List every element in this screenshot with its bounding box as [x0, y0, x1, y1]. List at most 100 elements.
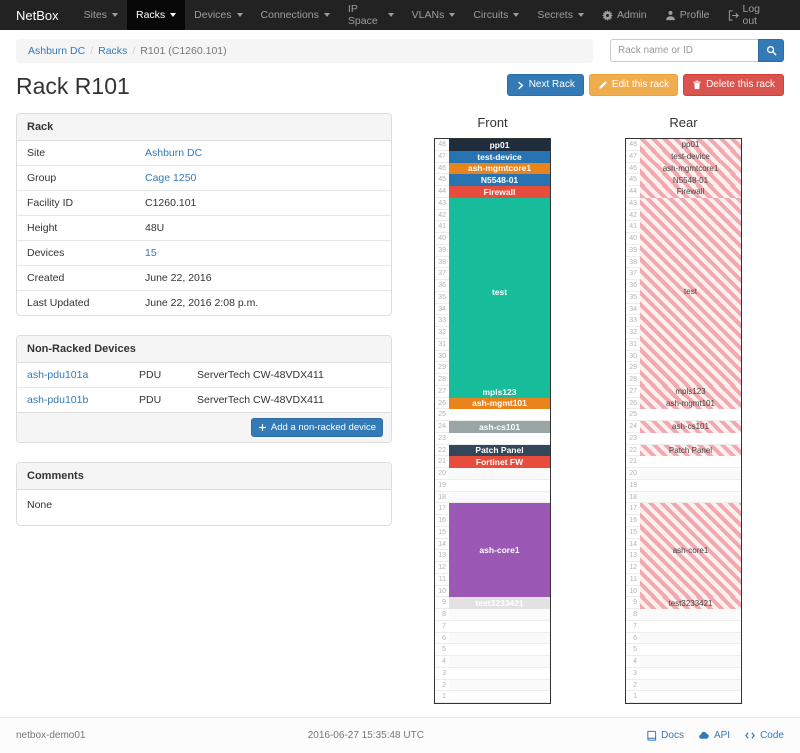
footer-link-docs[interactable]: Docs: [646, 730, 684, 741]
non-racked-row: ash-pdu101a PDU ServerTech CW-48VDX411: [17, 363, 391, 388]
rack-device-ash-mgmt101[interactable]: ash-mgmt101: [449, 397, 550, 410]
rack-device-n5548-01[interactable]: N5548-01: [449, 174, 550, 186]
footer-link-code[interactable]: Code: [744, 730, 784, 741]
unit-number: 4: [442, 658, 446, 665]
rack-unit: 4: [435, 656, 550, 668]
rack-device-test3233421[interactable]: test3233421: [449, 597, 550, 609]
unit-number: 7: [442, 622, 446, 630]
rack-device-ash-cs101[interactable]: ash-cs101: [640, 421, 741, 433]
device-link[interactable]: ash-pdu101a: [27, 369, 89, 381]
breadcrumb-item[interactable]: Racks: [98, 45, 128, 57]
rack-device-test[interactable]: test: [640, 197, 741, 386]
nav-item-connections[interactable]: Connections: [252, 0, 339, 30]
unit-number: 20: [629, 470, 637, 477]
device-link[interactable]: ash-pdu101b: [27, 394, 89, 406]
unit-number: 44: [629, 188, 637, 195]
search-icon: [766, 45, 777, 56]
nav-item-profile[interactable]: Profile: [656, 9, 719, 21]
rack-device-ash-core1[interactable]: ash-core1: [449, 503, 550, 598]
rack-unit: 5: [435, 644, 550, 656]
edit-rack-button[interactable]: Edit this rack: [588, 74, 679, 96]
search-button[interactable]: [758, 39, 784, 62]
next-rack-button[interactable]: Next Rack: [506, 74, 584, 96]
unit-number: 11: [438, 575, 446, 583]
book-icon: [646, 730, 657, 741]
unit-number: 30: [438, 352, 446, 360]
rack-device-firewall[interactable]: Firewall: [640, 186, 741, 198]
unit-number: 16: [438, 517, 446, 524]
rack-device-mpls123[interactable]: mpls123: [640, 385, 741, 398]
add-non-racked-label: Add a non-racked device: [270, 422, 376, 433]
rack-device-ash-mgmt101[interactable]: ash-mgmt101: [640, 397, 741, 410]
rack-device-ash-mgmtcore1[interactable]: ash-mgmtcore1: [640, 162, 741, 175]
nav-item-label: Admin: [616, 9, 647, 21]
nav-item-secrets[interactable]: Secrets: [528, 0, 593, 30]
unit-number: 13: [629, 552, 637, 560]
unit-number: 5: [633, 646, 637, 654]
rack-unit: 23: [626, 433, 741, 445]
attr-value: C1260.101: [135, 190, 391, 216]
rack-device-test-device[interactable]: test-device: [449, 150, 550, 163]
rack-unit: 25: [435, 409, 550, 421]
rack-device-test[interactable]: test: [449, 197, 550, 386]
attr-label: Devices: [17, 240, 135, 266]
nav-item-label: VLANs: [411, 9, 445, 21]
nav-item-sites[interactable]: Sites: [75, 0, 127, 30]
rack-device-pp01[interactable]: pp01: [640, 139, 741, 151]
add-non-racked-button[interactable]: Add a non-racked device: [250, 418, 383, 438]
rack-device-pp01[interactable]: pp01: [449, 139, 550, 151]
nav-item-log-out[interactable]: Log out: [719, 3, 785, 27]
attr-value-link[interactable]: Ashburn DC: [145, 147, 203, 159]
rack-device-ash-core1[interactable]: ash-core1: [640, 503, 741, 598]
unit-number: 21: [629, 458, 637, 466]
unit-number: 27: [629, 387, 637, 395]
rack-device-ash-cs101[interactable]: ash-cs101: [449, 421, 550, 433]
rack-unit: 6: [626, 632, 741, 645]
footer-link-label: Docs: [661, 730, 684, 741]
rack-actions: Next Rack Edit this rack Delete this rac…: [506, 74, 784, 96]
unit-number: 20: [438, 470, 446, 477]
rack-device-test3233421[interactable]: test3233421: [640, 597, 741, 609]
footer-link-api[interactable]: API: [698, 730, 730, 741]
rack-device-n5548-01[interactable]: N5548-01: [640, 174, 741, 186]
unit-number: 2: [442, 681, 446, 689]
attr-value-link[interactable]: 15: [145, 247, 157, 259]
nav-item-racks[interactable]: Racks: [126, 0, 186, 30]
unit-number: 42: [438, 211, 446, 219]
non-racked-panel: Non-Racked Devices ash-pdu101a PDU ServerT…: [16, 335, 392, 444]
rack-device-patch-panel[interactable]: Patch Panel: [640, 444, 741, 457]
rack-device-patch-panel[interactable]: Patch Panel: [449, 444, 550, 457]
unit-number: 36: [629, 282, 637, 289]
unit-number: 10: [438, 587, 446, 595]
rack-device-ash-mgmtcore1[interactable]: ash-mgmtcore1: [449, 162, 550, 175]
unit-slot: [449, 656, 550, 667]
attr-value-link[interactable]: Cage 1250: [145, 172, 197, 184]
breadcrumb-item[interactable]: Ashburn DC: [28, 45, 86, 57]
delete-rack-button[interactable]: Delete this rack: [683, 74, 784, 96]
nav-item-admin[interactable]: Admin: [593, 9, 656, 21]
search-input[interactable]: [610, 39, 758, 62]
rack-device-firewall[interactable]: Firewall: [449, 186, 550, 198]
nav-item-ip-space[interactable]: IP Space: [339, 0, 403, 30]
cloud-icon: [698, 730, 710, 741]
unit-number: 9: [633, 599, 637, 607]
unit-slot: [640, 409, 741, 420]
nav-item-label: Circuits: [473, 9, 509, 21]
nav-item-devices[interactable]: Devices: [185, 0, 251, 30]
nav-item-circuits[interactable]: Circuits: [464, 0, 528, 30]
nav-item-vlans[interactable]: VLANs: [403, 0, 465, 30]
brand-link[interactable]: NetBox: [16, 7, 59, 23]
attr-value: June 22, 2016: [135, 265, 391, 291]
attr-label: Site: [27, 147, 46, 159]
rack-device-mpls123[interactable]: mpls123: [449, 385, 550, 398]
rack-unit: 2: [626, 679, 741, 692]
unit-number: 47: [438, 152, 446, 160]
rack-device-test-device[interactable]: test-device: [640, 150, 741, 163]
unit-number: 37: [438, 270, 446, 278]
unit-slot: [449, 632, 550, 644]
device-name-cell: ash-pdu101a: [17, 363, 129, 388]
rack-device-fortinet-fw[interactable]: Fortinet FW: [449, 456, 550, 468]
comments-panel: Comments None: [16, 462, 392, 527]
unit-number: 31: [438, 340, 446, 348]
unit-slot: [640, 491, 741, 503]
